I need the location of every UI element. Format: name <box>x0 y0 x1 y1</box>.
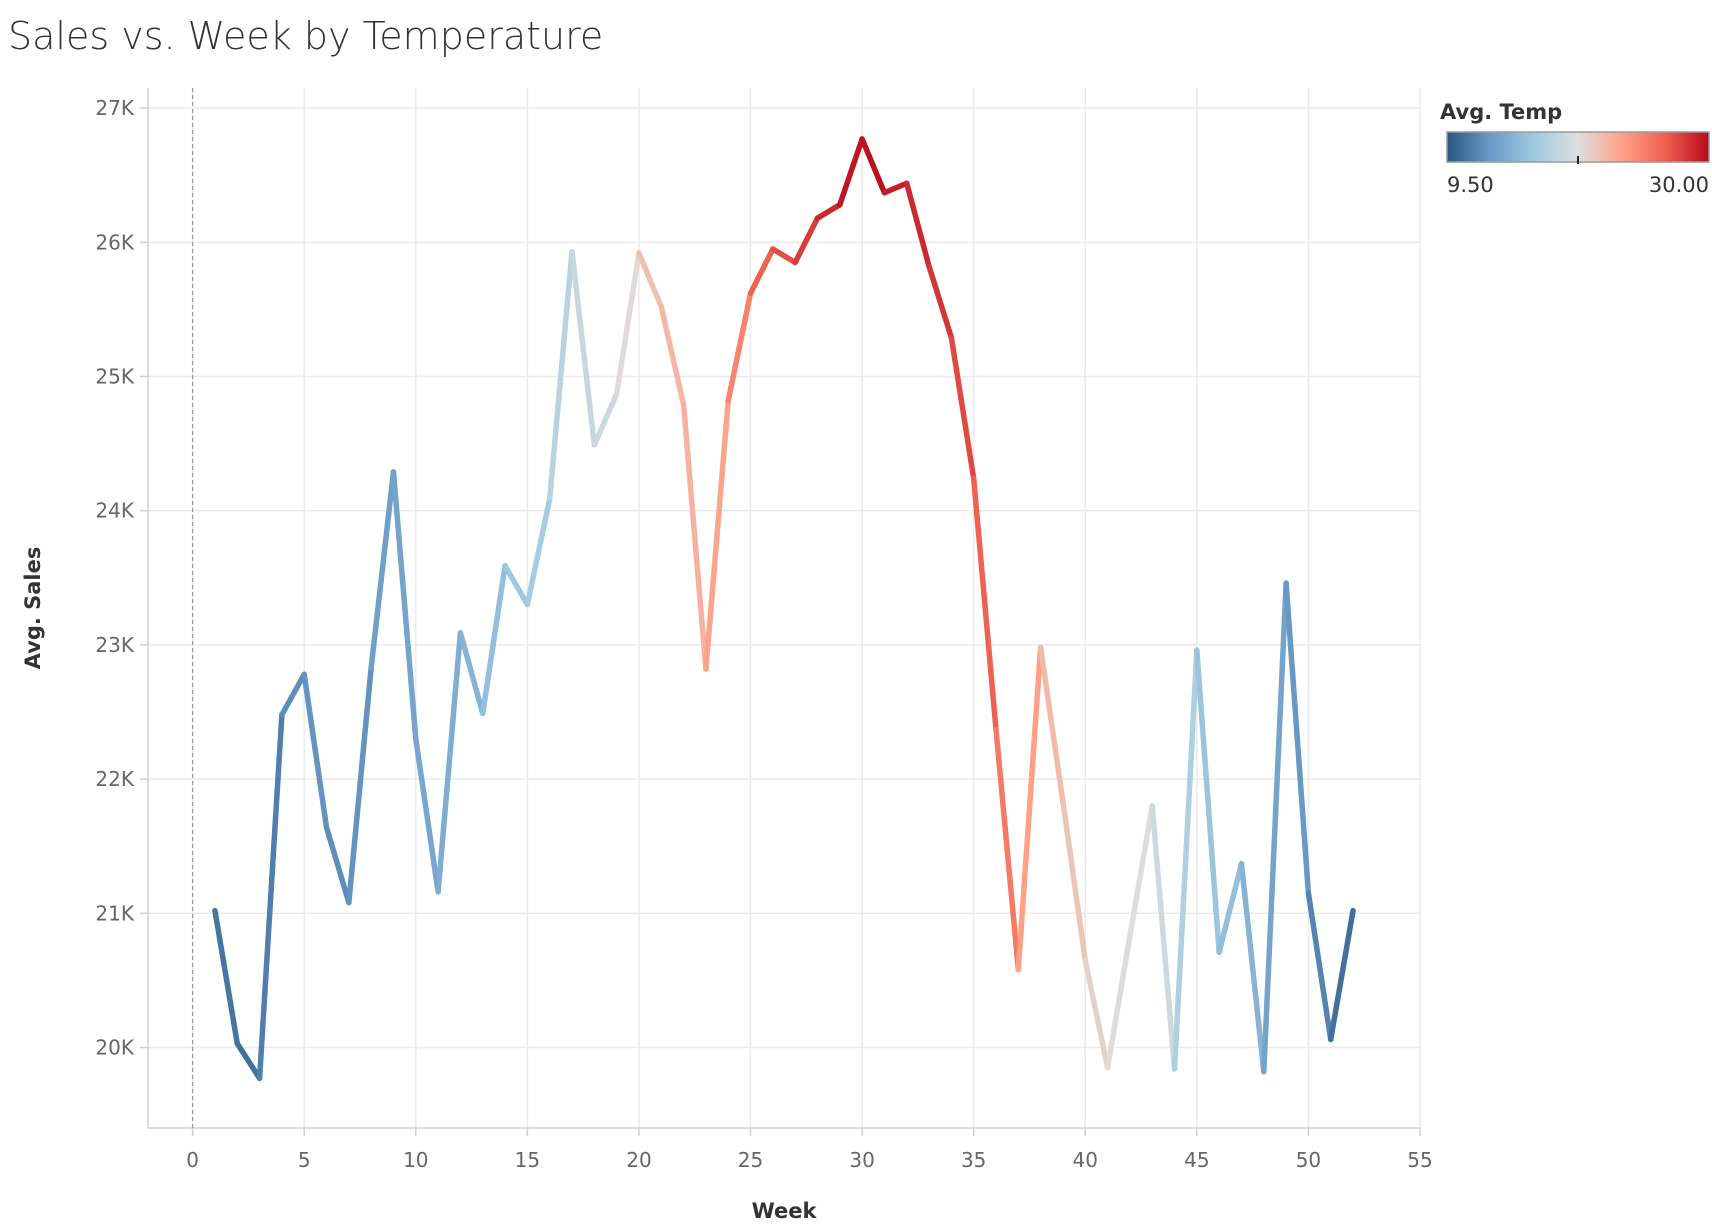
line-segment <box>1104 933 1133 1071</box>
line-segment <box>792 215 821 266</box>
x-axis-title: Week <box>752 1199 818 1223</box>
line-segment <box>926 263 955 341</box>
line-segment <box>1149 803 1178 1072</box>
gridlines <box>148 88 1421 1128</box>
x-tick-label: 50 <box>1296 1148 1321 1172</box>
line-segment <box>390 469 419 742</box>
y-tick-label: 26K <box>95 230 134 254</box>
sales-line <box>212 136 1356 1082</box>
line-segment <box>546 248 575 502</box>
line-segment <box>903 180 932 270</box>
line-segment <box>1082 957 1111 1071</box>
line-segment <box>591 391 620 448</box>
x-tick-label: 20 <box>626 1148 651 1172</box>
line-segment <box>256 711 285 1082</box>
line-segment <box>1060 799 1089 964</box>
line-segment <box>1171 647 1200 1072</box>
line-segment <box>368 469 397 671</box>
line-segment <box>346 664 374 906</box>
line-segment <box>1015 644 1044 973</box>
x-tick-label: 10 <box>403 1148 428 1172</box>
line-segment <box>1127 803 1155 939</box>
line-segment <box>658 303 687 408</box>
x-tick-label: 25 <box>738 1148 763 1172</box>
line-segment <box>1194 647 1222 955</box>
line-segment <box>435 630 464 895</box>
line-segment <box>502 562 531 608</box>
line-segment <box>479 562 508 717</box>
line-segment <box>1283 580 1312 896</box>
x-tick-label: 35 <box>961 1148 986 1172</box>
line-segment <box>837 136 865 208</box>
line-segment <box>747 246 776 297</box>
line-segment <box>323 824 352 906</box>
line-segment <box>881 180 910 196</box>
line-segment <box>970 475 999 733</box>
line-segment <box>948 334 977 482</box>
line-segment <box>1261 580 1289 1075</box>
legend-title: Avg. Temp <box>1440 100 1563 124</box>
line-segment <box>234 1040 263 1082</box>
y-tick-label: 21K <box>95 901 134 925</box>
x-tick-label: 0 <box>186 1148 199 1172</box>
line-segment <box>1216 860 1245 955</box>
line-segment <box>212 907 241 1047</box>
line-segment <box>613 250 642 397</box>
y-tick-label: 27K <box>95 96 134 120</box>
line-segment <box>1305 890 1334 1043</box>
axes: 0 5 10 15 20 25 30 35 40 45 50 55 20K 21K 22K 23K 24K 25K… <box>95 88 1433 1172</box>
x-tick-label: 45 <box>1184 1148 1209 1172</box>
y-tick-label: 20K <box>95 1035 134 1059</box>
line-segment <box>279 671 307 718</box>
line-segment <box>1238 860 1267 1075</box>
chart-title: Sales vs. Week by Temperature <box>8 14 604 58</box>
line-segment <box>993 726 1022 973</box>
y-tick-label: 24K <box>95 499 134 523</box>
line-segment <box>814 201 843 221</box>
y-tick-label: 23K <box>95 633 134 657</box>
line-segment <box>703 397 731 672</box>
line-segment <box>770 246 798 266</box>
x-tick-label: 15 <box>515 1148 540 1172</box>
x-tick-label: 5 <box>298 1148 311 1172</box>
y-tick-label: 22K <box>95 767 134 791</box>
x-tick-label: 55 <box>1407 1148 1432 1172</box>
line-segment <box>524 495 553 608</box>
line-segment <box>636 250 665 310</box>
line-segment <box>301 671 330 831</box>
y-tick-label: 25K <box>95 365 134 389</box>
y-axis-title: Avg. Sales <box>21 547 45 670</box>
x-tick-label: 30 <box>849 1148 874 1172</box>
color-legend: 9.50 30.00 <box>1446 131 1710 197</box>
legend-max-label: 30.00 <box>1649 173 1709 197</box>
line-segment <box>569 248 598 448</box>
line-segment <box>1327 907 1356 1043</box>
line-segment <box>725 290 754 404</box>
x-tick-label: 40 <box>1073 1148 1098 1172</box>
line-segment <box>1037 644 1066 805</box>
line-segment <box>413 736 441 895</box>
legend-min-label: 9.50 <box>1447 173 1494 197</box>
line-segment <box>859 136 888 196</box>
line-segment <box>457 630 486 717</box>
line-segment <box>680 401 709 672</box>
